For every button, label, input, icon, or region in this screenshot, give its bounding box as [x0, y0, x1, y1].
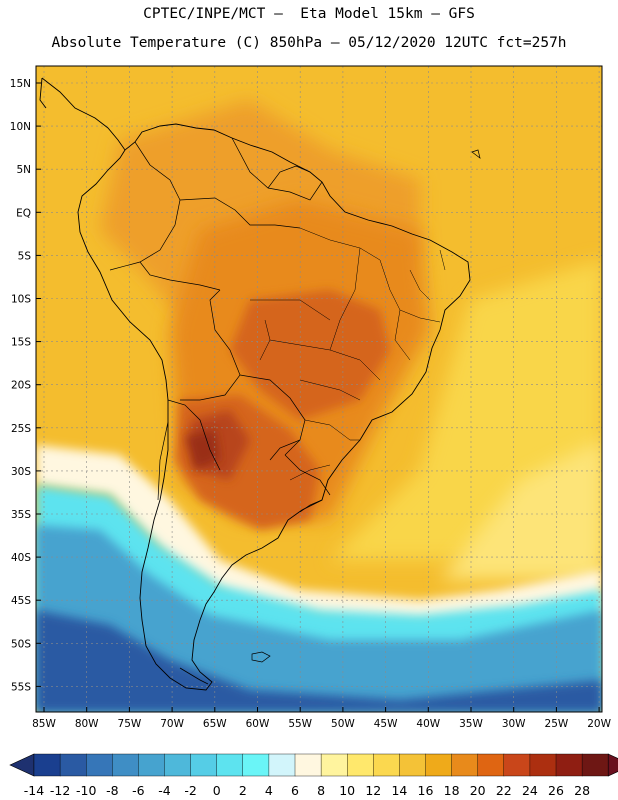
chart-title-line2: Absolute Temperature (C) 850hPa – 05/12/… — [51, 35, 567, 51]
colorbar-tick-label: 20 — [470, 783, 486, 798]
colorbar-tick-label: 12 — [365, 783, 381, 798]
colorbar-tick-label: 14 — [391, 783, 407, 798]
lon-label: 75W — [118, 718, 142, 730]
lat-label: 30S — [11, 466, 31, 478]
lon-label: 25W — [545, 718, 569, 730]
lon-label: 70W — [160, 718, 184, 730]
colorbar-tick-label: 2 — [239, 783, 247, 798]
colorbar-tick-label: -6 — [132, 783, 145, 798]
colorbar-swatch — [242, 753, 270, 777]
colorbar-high-arrow — [607, 753, 618, 777]
temperature-field — [36, 66, 602, 712]
colorbar-swatch — [529, 753, 557, 777]
lon-label: 20W — [587, 718, 611, 730]
colorbar-tick-label: -12 — [50, 783, 70, 798]
colorbar-swatch — [190, 753, 218, 777]
chart-title-line1: CPTEC/INPE/MCT – Eta Model 15km – GFS — [143, 6, 475, 22]
colorbar-swatch — [477, 753, 505, 777]
colorbar-tick-label: 24 — [522, 783, 538, 798]
colorbar-tick-label: 6 — [291, 783, 299, 798]
colorbar-tick-label: -4 — [158, 783, 171, 798]
colorbar-tick-label: 4 — [265, 783, 273, 798]
lat-label: 15N — [10, 78, 31, 90]
colorbar-tick-label: 26 — [548, 783, 564, 798]
lat-label: 15S — [11, 337, 31, 349]
colorbar-swatch — [503, 753, 531, 777]
lat-label: 10S — [11, 294, 31, 306]
lon-label: 50W — [331, 718, 355, 730]
lat-label: 55S — [11, 681, 31, 693]
longitude-labels: 85W 80W 75W 70W 65W 60W 55W 50W 45W 40W 35W 30W 25W 2… — [32, 718, 611, 730]
colorbar-swatch — [138, 753, 165, 777]
colorbar-tick-label: 16 — [418, 783, 434, 798]
colorbar-tick-label: 18 — [444, 783, 460, 798]
colorbar-swatch — [268, 753, 296, 777]
country-borders — [109, 137, 331, 513]
colorbar-swatch — [451, 753, 479, 777]
colorbar-swatch — [555, 753, 583, 777]
lon-label: 45W — [374, 718, 398, 730]
coastlines — [39, 77, 471, 691]
latitude-labels: 15N 10N 5N EQ 5S 10S 15S 20S 25S 30S 35S 40S 45S 50S 5… — [10, 78, 32, 693]
colorbar-low-arrow — [9, 753, 35, 777]
colorbar-swatch — [581, 753, 609, 777]
colorbar-tick-label: 22 — [496, 783, 512, 798]
graticule — [36, 66, 602, 712]
colorbar-tick-label: -2 — [184, 783, 196, 798]
colorbar-swatch — [112, 753, 139, 777]
lon-label: 80W — [75, 718, 99, 730]
state-borders — [250, 227, 446, 481]
colorbar-swatch — [33, 753, 61, 777]
colorbar-swatch — [85, 753, 113, 777]
colorbar-swatch — [399, 753, 426, 777]
colorbar-ticks: -14 -12 -10 -8 -6 -4 -2 0 2 4 6 8 10 12 14 16 18 20 22 24 26… — [24, 783, 590, 798]
lat-label: 50S — [11, 638, 31, 650]
lat-label: 35S — [11, 509, 31, 521]
plot-frame — [35, 65, 603, 713]
lat-label: EQ — [16, 207, 31, 219]
lon-label: 85W — [32, 718, 56, 730]
lon-label: 40W — [416, 718, 440, 730]
lon-label: 30W — [502, 718, 526, 730]
colorbar-swatch — [294, 753, 322, 777]
islands — [251, 149, 481, 663]
lon-label: 55W — [288, 718, 312, 730]
south-america-coastline — [41, 77, 471, 691]
colorbar-swatch — [320, 753, 348, 777]
lat-label: 5N — [16, 164, 31, 176]
lat-label: 45S — [11, 595, 31, 607]
colorbar-tick-label: 0 — [213, 783, 221, 798]
colorbar-tick-label: -14 — [24, 783, 44, 798]
colorbar-swatch — [216, 753, 244, 777]
lat-label: 10N — [10, 121, 31, 133]
colorbar-swatch — [347, 753, 374, 777]
colorbar-swatch — [164, 753, 192, 777]
colorbar-swatch — [373, 753, 400, 777]
lat-label: 25S — [11, 423, 31, 435]
lon-label: 35W — [459, 718, 483, 730]
lat-label: 5S — [18, 250, 32, 262]
lat-label: 40S — [11, 552, 31, 564]
colorbar — [9, 753, 618, 777]
lon-label: 60W — [246, 718, 270, 730]
falkland-islands — [251, 651, 271, 663]
colorbar-tick-label: 10 — [339, 783, 355, 798]
colorbar-swatch — [59, 753, 87, 777]
colorbar-swatch — [425, 753, 453, 777]
colorbar-tick-label: -8 — [106, 783, 119, 798]
colorbar-tick-label: 28 — [574, 783, 590, 798]
colorbar-tick-label: 8 — [317, 783, 325, 798]
lat-label: 20S — [11, 380, 31, 392]
lon-label: 65W — [203, 718, 227, 730]
colorbar-tick-label: -10 — [76, 783, 96, 798]
